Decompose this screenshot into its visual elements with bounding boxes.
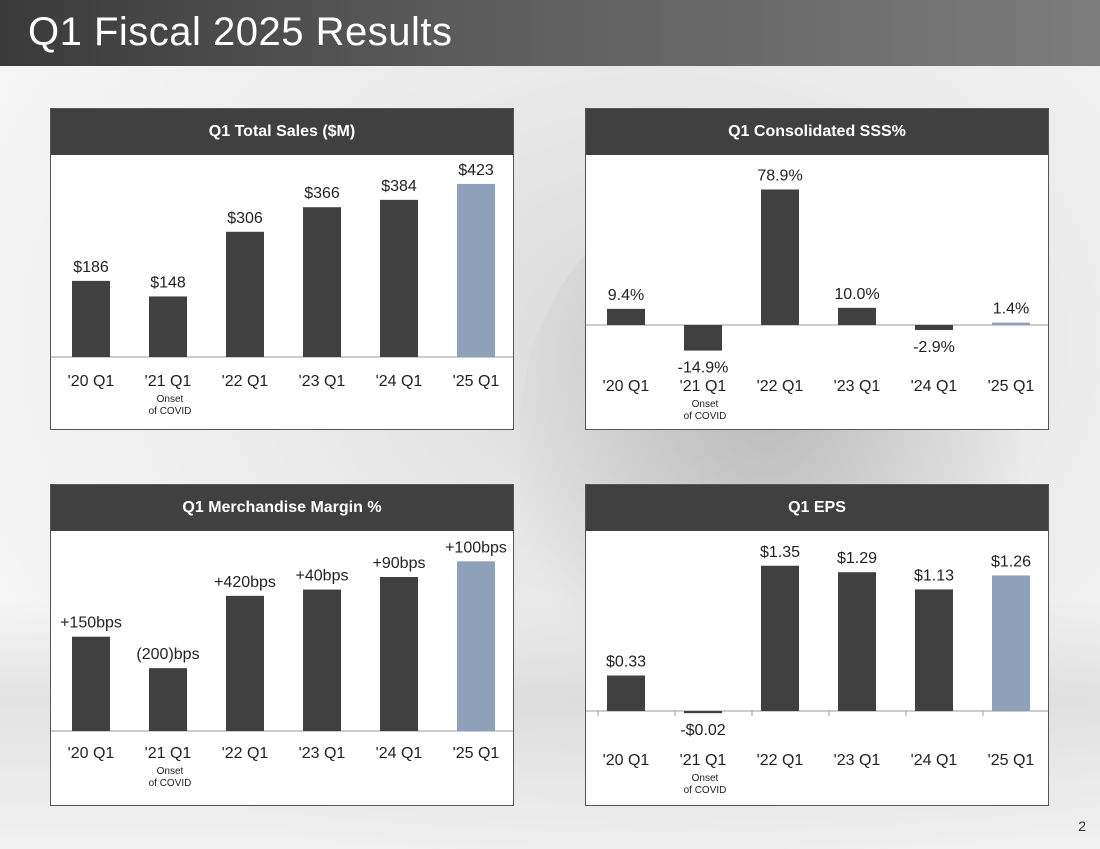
category-tick-label: '24 Q1 (911, 752, 958, 769)
data-label: 9.4% (608, 287, 644, 304)
data-label: $384 (381, 178, 417, 195)
covid-annotation: Onset (157, 394, 184, 405)
bar (226, 231, 264, 357)
category-tick-label: '22 Q1 (757, 378, 804, 395)
category-tick-label: '25 Q1 (988, 752, 1035, 769)
data-label: (200)bps (136, 646, 199, 663)
bar (149, 296, 187, 357)
bar (838, 572, 876, 711)
chart-title: Q1 EPS (586, 485, 1048, 531)
data-label: 1.4% (993, 301, 1029, 318)
category-tick-label: '23 Q1 (299, 745, 346, 762)
category-tick-label: '25 Q1 (453, 745, 500, 762)
bar (226, 595, 264, 731)
covid-annotation: Onset (692, 399, 719, 410)
chart-panel-total-sales: Q1 Total Sales ($M) $186 '20 Q1 $148 '21 Q1… (50, 108, 514, 430)
covid-annotation: of COVID (149, 406, 192, 417)
chart-title: Q1 Total Sales ($M) (51, 109, 513, 155)
category-tick-label: '20 Q1 (68, 745, 115, 762)
data-label: $148 (150, 274, 186, 291)
data-label: +150bps (60, 615, 122, 632)
bar (915, 325, 953, 330)
data-label: +420bps (214, 574, 276, 591)
data-label: $306 (227, 210, 263, 227)
category-tick-label: '20 Q1 (603, 752, 650, 769)
covid-annotation: of COVID (149, 778, 192, 789)
bar (380, 199, 418, 357)
covid-annotation: Onset (692, 773, 719, 784)
bar (303, 589, 341, 731)
category-tick-label: '24 Q1 (911, 378, 958, 395)
data-label: $1.29 (837, 550, 877, 567)
category-tick-label: '25 Q1 (453, 373, 500, 390)
chart-panel-merchandise-margin: Q1 Merchandise Margin % +150bps '20 Q1 (20… (50, 484, 514, 806)
category-tick-label: '23 Q1 (299, 373, 346, 390)
category-tick-label: '23 Q1 (834, 378, 881, 395)
bar (72, 280, 110, 357)
chart-panel-consolidated-sss: Q1 Consolidated SSS% 9.4% '20 Q1 -14.9% '21… (585, 108, 1049, 430)
category-tick-label: '25 Q1 (988, 378, 1035, 395)
bar (838, 307, 876, 325)
category-tick-label: '24 Q1 (376, 745, 423, 762)
data-label: $366 (304, 185, 340, 202)
data-label: -2.9% (913, 339, 955, 356)
bar (380, 577, 418, 731)
data-label: $1.13 (914, 567, 954, 584)
data-label: -$0.02 (680, 722, 725, 739)
bar (457, 183, 495, 357)
covid-annotation: of COVID (684, 785, 727, 796)
data-label: $423 (458, 162, 494, 179)
data-label: +40bps (296, 568, 349, 585)
category-tick-label: '22 Q1 (222, 373, 269, 390)
covid-annotation: of COVID (684, 411, 727, 422)
data-label: $1.35 (760, 544, 800, 561)
bar (303, 207, 341, 357)
category-tick-label: '23 Q1 (834, 752, 881, 769)
data-label: +90bps (373, 555, 426, 572)
data-label: 10.0% (834, 286, 879, 303)
page-title: Q1 Fiscal 2025 Results (28, 10, 453, 54)
covid-annotation: Onset (157, 766, 184, 777)
bar (992, 575, 1030, 711)
category-tick-label: '20 Q1 (603, 378, 650, 395)
page-number: 2 (1078, 818, 1086, 834)
category-tick-label: '21 Q1 (680, 378, 727, 395)
data-label: 78.9% (757, 167, 802, 184)
bar (72, 636, 110, 731)
bar (915, 589, 953, 711)
category-tick-label: '22 Q1 (757, 752, 804, 769)
bar (607, 308, 645, 325)
category-tick-label: '21 Q1 (145, 373, 192, 390)
category-tick-label: '20 Q1 (68, 373, 115, 390)
data-label: $186 (73, 259, 109, 276)
bar (992, 322, 1030, 325)
data-label: +100bps (445, 539, 507, 556)
category-tick-label: '21 Q1 (680, 752, 727, 769)
data-label: -14.9% (678, 360, 729, 377)
chart-panel-eps: Q1 EPS $0.33 '20 Q1 -$0.02 '21 Q1 Onset of CO… (585, 484, 1049, 806)
chart-title: Q1 Consolidated SSS% (586, 109, 1048, 155)
category-tick-label: '22 Q1 (222, 745, 269, 762)
chart-title: Q1 Merchandise Margin % (51, 485, 513, 531)
bar (684, 711, 722, 714)
bar (457, 561, 495, 731)
title-bar: Q1 Fiscal 2025 Results (0, 0, 1100, 66)
data-label: $0.33 (606, 653, 646, 670)
bar (149, 668, 187, 731)
category-tick-label: '24 Q1 (376, 373, 423, 390)
category-tick-label: '21 Q1 (145, 745, 192, 762)
data-label: $1.26 (991, 553, 1031, 570)
bar (761, 189, 799, 325)
bar (684, 325, 722, 351)
bar (761, 565, 799, 711)
bar (607, 675, 645, 711)
